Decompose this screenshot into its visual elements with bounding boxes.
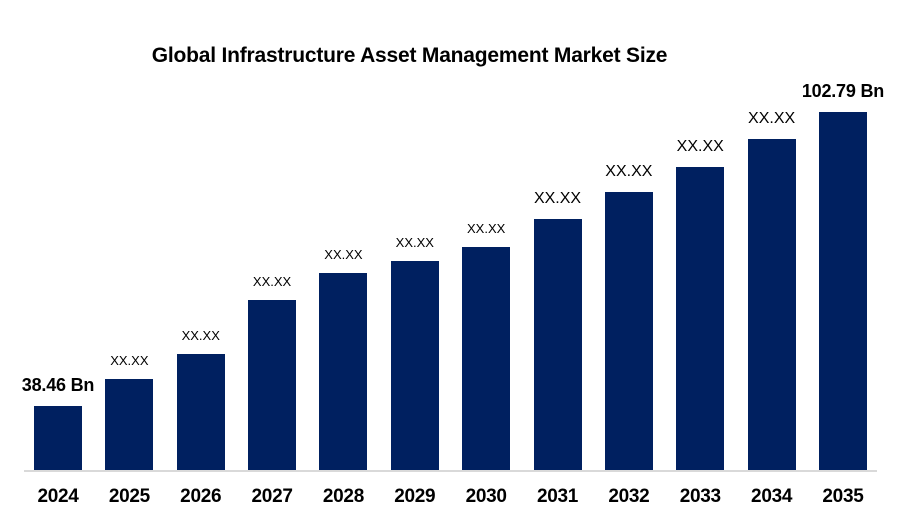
bar-2029 bbox=[390, 261, 439, 470]
x-axis-line bbox=[24, 470, 877, 472]
bar-2024 bbox=[34, 406, 82, 470]
value-label-2031: XX.XX bbox=[533, 190, 582, 207]
value-label-2032: XX.XX bbox=[605, 163, 653, 180]
x-tick-2035: 2035 bbox=[822, 486, 864, 507]
value-label-2035: 102.79 Bn bbox=[801, 81, 885, 101]
bar-2034 bbox=[747, 139, 796, 470]
x-tick-2027: 2027 bbox=[251, 486, 293, 507]
bar-2025 bbox=[105, 379, 154, 470]
bar-2033 bbox=[676, 167, 725, 470]
chart-title: Global Infrastructure Asset Management M… bbox=[151, 44, 668, 67]
x-tick-2028: 2028 bbox=[322, 486, 364, 507]
value-label-2034: XX.XX bbox=[748, 110, 796, 127]
x-tick-2034: 2034 bbox=[751, 486, 793, 507]
x-tick-2031: 2031 bbox=[536, 486, 579, 507]
x-tick-2024: 2024 bbox=[37, 486, 79, 507]
x-tick-2032: 2032 bbox=[608, 486, 650, 507]
value-label-2026: XX.XX bbox=[181, 328, 220, 343]
bar-2030 bbox=[462, 247, 511, 470]
bar-2032 bbox=[604, 192, 653, 470]
bar-2026 bbox=[176, 354, 225, 470]
bar-2031 bbox=[533, 219, 582, 470]
bar-2028 bbox=[319, 273, 368, 470]
value-label-2024: 38.46 Bn bbox=[21, 375, 95, 395]
x-tick-2030: 2030 bbox=[465, 486, 507, 507]
value-label-2027: XX.XX bbox=[252, 274, 292, 289]
x-tick-2033: 2033 bbox=[679, 486, 721, 507]
x-tick-2029: 2029 bbox=[394, 486, 436, 507]
bar-2027 bbox=[248, 300, 297, 470]
value-label-2029: XX.XX bbox=[395, 235, 434, 250]
value-label-2025: XX.XX bbox=[110, 353, 149, 368]
value-label-2033: XX.XX bbox=[676, 138, 724, 155]
x-tick-2025: 2025 bbox=[108, 486, 150, 507]
value-label-2028: XX.XX bbox=[324, 247, 363, 262]
bar-2035 bbox=[818, 112, 867, 470]
value-label-2030: XX.XX bbox=[467, 221, 506, 236]
x-tick-2026: 2026 bbox=[180, 486, 222, 507]
